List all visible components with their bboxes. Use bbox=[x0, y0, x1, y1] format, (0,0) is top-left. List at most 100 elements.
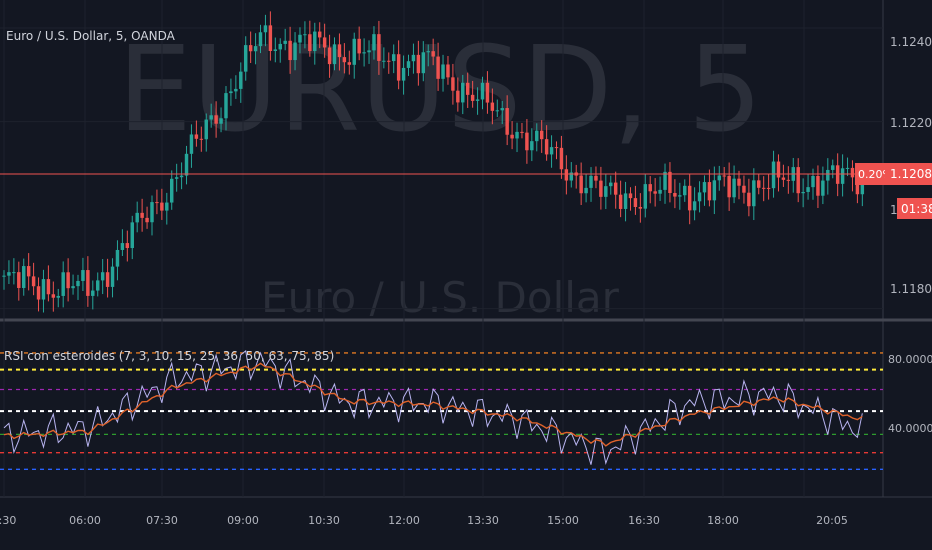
candle-body bbox=[855, 177, 860, 195]
time-axis[interactable]: 4:30 06:00 07:30 09:00 10:30 12:00 13:30… bbox=[0, 514, 848, 527]
candle-body bbox=[31, 276, 36, 287]
candle-body bbox=[549, 147, 554, 155]
candle-body bbox=[298, 34, 302, 43]
candle-body bbox=[678, 195, 682, 197]
candle-body bbox=[742, 185, 746, 193]
candle-body bbox=[821, 180, 825, 196]
price-label-112200: 1.12200 bbox=[890, 116, 932, 130]
candle-body bbox=[268, 25, 273, 51]
candle-body bbox=[490, 102, 495, 111]
candle-body bbox=[283, 40, 287, 44]
candle-body bbox=[12, 272, 16, 274]
candle-body bbox=[668, 171, 672, 194]
candle-body bbox=[816, 175, 820, 196]
candle-body bbox=[2, 275, 6, 277]
candle-body bbox=[194, 134, 199, 139]
candle-body bbox=[387, 60, 391, 62]
candle-body bbox=[732, 178, 736, 198]
candle-body bbox=[539, 130, 544, 140]
candle-body bbox=[461, 82, 465, 103]
candle-body bbox=[613, 182, 618, 195]
candle-body bbox=[86, 270, 90, 296]
candle-body bbox=[495, 110, 500, 112]
candle-body bbox=[243, 45, 248, 72]
candle-body bbox=[308, 34, 312, 52]
countdown-badge bbox=[897, 198, 932, 219]
candle-body bbox=[771, 161, 776, 189]
candle-body bbox=[229, 91, 233, 94]
candle-body bbox=[322, 37, 327, 48]
candle-body bbox=[781, 177, 786, 180]
candle-body bbox=[485, 82, 490, 103]
candle-body bbox=[46, 279, 51, 295]
candle-body bbox=[145, 217, 149, 223]
candle-body bbox=[76, 280, 80, 287]
watermark-name: Euro / U.S. Dollar bbox=[261, 273, 620, 322]
candle-body bbox=[766, 187, 771, 189]
candle-body bbox=[826, 169, 830, 181]
candle-body bbox=[332, 44, 337, 65]
candle-body bbox=[120, 243, 125, 250]
candle-body bbox=[61, 272, 65, 296]
time-label-1800: 18:00 bbox=[707, 514, 739, 527]
candle-body bbox=[564, 169, 569, 181]
candle-body bbox=[110, 266, 115, 287]
candle-body bbox=[391, 54, 396, 62]
time-label-0430: 4:30 bbox=[0, 514, 16, 527]
candle-body bbox=[401, 67, 406, 81]
candle-body bbox=[618, 194, 623, 209]
candle-body bbox=[465, 82, 470, 95]
candle-body bbox=[683, 185, 687, 196]
candle-body bbox=[160, 202, 164, 211]
candle-body bbox=[525, 132, 529, 151]
candle-body bbox=[411, 54, 416, 62]
candle-body bbox=[248, 45, 253, 52]
candle-body bbox=[584, 187, 588, 194]
candle-body bbox=[317, 31, 322, 38]
candle-body bbox=[406, 61, 411, 68]
candle-body bbox=[441, 64, 445, 79]
candle-body bbox=[648, 184, 652, 192]
rsi-line bbox=[3, 349, 863, 466]
candle-body bbox=[204, 119, 208, 140]
price-axis-panel[interactable] bbox=[883, 0, 932, 497]
candle-body bbox=[184, 153, 189, 176]
candle-body bbox=[234, 88, 238, 92]
candle-body bbox=[860, 177, 865, 195]
candle-body bbox=[604, 186, 608, 197]
candle-body bbox=[717, 175, 722, 181]
candle-body bbox=[702, 182, 707, 193]
indicator-title[interactable]: RSI con esteroides (7, 3, 10, 15, 25, 36… bbox=[4, 349, 334, 363]
candle-body bbox=[189, 134, 194, 154]
candle-body bbox=[357, 38, 361, 54]
candle-body bbox=[559, 147, 564, 170]
candle-body bbox=[510, 134, 514, 139]
candle-body bbox=[327, 47, 332, 65]
symbol-title[interactable]: Euro / U.S. Dollar, 5, OANDA bbox=[6, 29, 176, 43]
candle-body bbox=[707, 182, 712, 201]
rsi-axis-40: 40.00000 bbox=[888, 422, 932, 435]
candle-body bbox=[786, 179, 791, 181]
candle-body bbox=[224, 93, 228, 119]
candle-body bbox=[446, 64, 450, 78]
candle-body bbox=[831, 165, 835, 170]
price-partial-label: 1. bbox=[890, 203, 901, 217]
candle-body bbox=[337, 44, 342, 58]
candle-body bbox=[599, 180, 603, 197]
candle-body bbox=[811, 175, 815, 188]
candle-body bbox=[91, 290, 95, 296]
candle-body bbox=[850, 167, 855, 178]
candle-body bbox=[278, 43, 282, 50]
candle-body bbox=[609, 182, 613, 187]
candle-body bbox=[520, 131, 524, 133]
candle-body bbox=[273, 49, 278, 51]
candle-body bbox=[643, 184, 648, 209]
candle-body bbox=[515, 131, 519, 139]
candle-body bbox=[687, 185, 692, 211]
time-label-0730: 07:30 bbox=[146, 514, 178, 527]
candle-body bbox=[628, 193, 633, 199]
